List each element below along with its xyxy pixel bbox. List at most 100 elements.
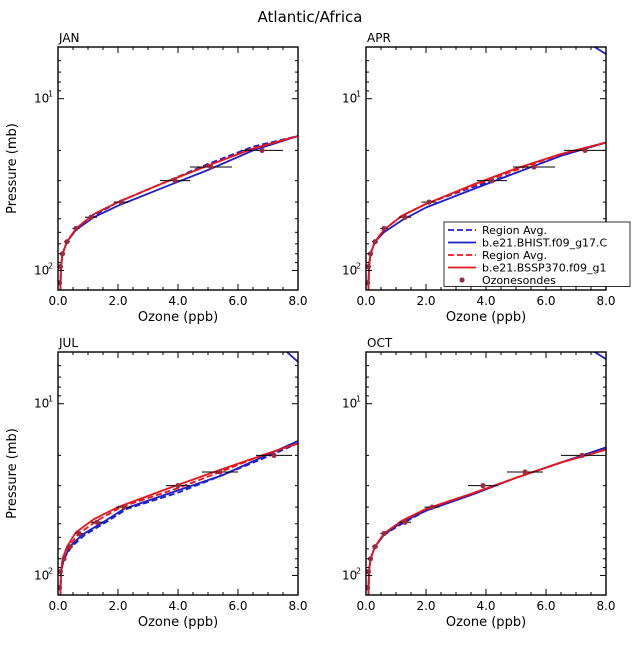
- ozonesonde-point: [372, 239, 378, 245]
- x-tick-label: 8.0: [288, 599, 307, 613]
- x-tick-label: 2.0: [108, 294, 127, 308]
- panel-label: JUL: [58, 336, 78, 350]
- ozonesonde-point: [59, 251, 66, 257]
- x-tick-label: 8.0: [596, 294, 615, 308]
- panel-label: APR: [367, 31, 391, 45]
- plot-area: [58, 352, 298, 595]
- y-tick-label: 10: [34, 397, 49, 411]
- x-tick-label: 8.0: [596, 599, 615, 613]
- ozonesonde-point: [402, 519, 408, 525]
- legend-label: b.e21.BSSP370.f09_g1: [482, 262, 607, 275]
- ozonesonde-point: [372, 544, 378, 550]
- ozonesonde-point: [366, 280, 371, 286]
- plot-area: [366, 352, 606, 595]
- x-tick-label: 4.0: [476, 294, 495, 308]
- x-tick-label: 2.0: [416, 599, 435, 613]
- plot-area: [366, 47, 606, 290]
- ozonesonde-point: [58, 264, 63, 270]
- x-tick-label: 6.0: [536, 294, 555, 308]
- series-line-red-solid: [367, 448, 606, 595]
- x-tick-label: 4.0: [476, 599, 495, 613]
- ozonesonde-point: [582, 147, 588, 153]
- plot-area: [58, 135, 298, 290]
- x-tick-label: 6.0: [228, 599, 247, 613]
- series-line-red-solid: [59, 442, 298, 595]
- y-tick-exponent: 2: [48, 566, 53, 575]
- x-tick-label: 2.0: [416, 294, 435, 308]
- legend-label: Region Avg.: [482, 224, 547, 237]
- ozonesonde-point: [58, 569, 63, 575]
- x-tick-label: 2.0: [108, 599, 127, 613]
- y-tick-label: 10: [34, 568, 49, 582]
- legend-marker: [459, 277, 465, 283]
- x-axis-label: Ozone (ppb): [446, 310, 526, 325]
- x-tick-label: 0.0: [48, 294, 67, 308]
- ozonesonde-point: [366, 264, 371, 270]
- x-axis-label: Ozone (ppb): [138, 310, 218, 325]
- ozonesonde-point: [367, 556, 374, 562]
- ozonesonde-point: [121, 504, 127, 510]
- ozonesonde-point: [259, 147, 265, 153]
- ozonesonde-point: [208, 164, 214, 170]
- x-tick-label: 4.0: [168, 294, 187, 308]
- series-line-blue-solid: [285, 352, 298, 363]
- series-line-blue-dashed: [59, 442, 298, 595]
- ozonesonde-point: [426, 199, 432, 205]
- y-tick-label: 10: [34, 263, 49, 277]
- legend-entry: Ozonesondes: [459, 274, 556, 287]
- ozonesonde-point: [429, 504, 435, 510]
- y-tick-exponent: 1: [356, 90, 361, 99]
- legend-label: Region Avg.: [482, 249, 547, 262]
- ozonesonde-point: [172, 178, 178, 184]
- ozonesonde-point: [480, 483, 486, 489]
- legend-entry: b.e21.BHIST.f09_g17.C: [448, 237, 608, 250]
- y-tick-exponent: 2: [356, 566, 361, 575]
- ozonesonde-point: [489, 178, 495, 184]
- ozonesonde-point: [366, 585, 371, 591]
- panel-label: OCT: [367, 336, 393, 350]
- ozonesonde-point: [531, 164, 537, 170]
- y-tick-exponent: 1: [356, 395, 361, 404]
- ozonesonde-point: [58, 280, 63, 286]
- y-tick-label: 10: [342, 263, 357, 277]
- ozonesonde-point: [118, 199, 124, 205]
- ozonesonde-point: [367, 251, 374, 257]
- x-tick-label: 0.0: [356, 294, 375, 308]
- series-line-red-solid: [367, 141, 606, 290]
- legend-entry: Region Avg.: [448, 224, 547, 237]
- y-axis-label: Pressure (mb): [5, 428, 20, 519]
- panel-frame: [365, 351, 607, 596]
- legend-entry: Region Avg.: [448, 249, 547, 262]
- y-tick-label: 10: [34, 92, 49, 106]
- y-tick-exponent: 1: [48, 90, 53, 99]
- ozonesonde-point: [579, 452, 585, 458]
- ozonesonde-point: [64, 239, 70, 245]
- x-tick-label: 0.0: [48, 599, 67, 613]
- legend-label: b.e21.BHIST.f09_g17.C: [482, 237, 608, 250]
- x-tick-label: 8.0: [288, 294, 307, 308]
- ozonesonde-point: [366, 569, 371, 575]
- ozonesonde-point: [381, 225, 387, 232]
- ozonesonde-point: [522, 469, 528, 475]
- y-axis-label: Pressure (mb): [5, 123, 20, 214]
- y-tick-label: 10: [342, 568, 357, 582]
- ozonesonde-point: [381, 530, 387, 537]
- ozonesonde-point: [88, 214, 94, 220]
- x-axis-label: Ozone (ppb): [138, 615, 218, 630]
- legend-label: Ozonesondes: [482, 274, 556, 287]
- panel-label: JAN: [58, 31, 80, 45]
- ozonesonde-point: [61, 556, 67, 562]
- y-tick-label: 10: [342, 397, 357, 411]
- panel-frame: [57, 46, 299, 291]
- y-tick-exponent: 2: [48, 261, 53, 270]
- panel-frame: [57, 351, 299, 596]
- ozonesonde-point: [217, 469, 223, 475]
- ozonesonde-point: [94, 519, 100, 525]
- y-tick-exponent: 2: [356, 261, 361, 270]
- x-tick-label: 6.0: [536, 599, 555, 613]
